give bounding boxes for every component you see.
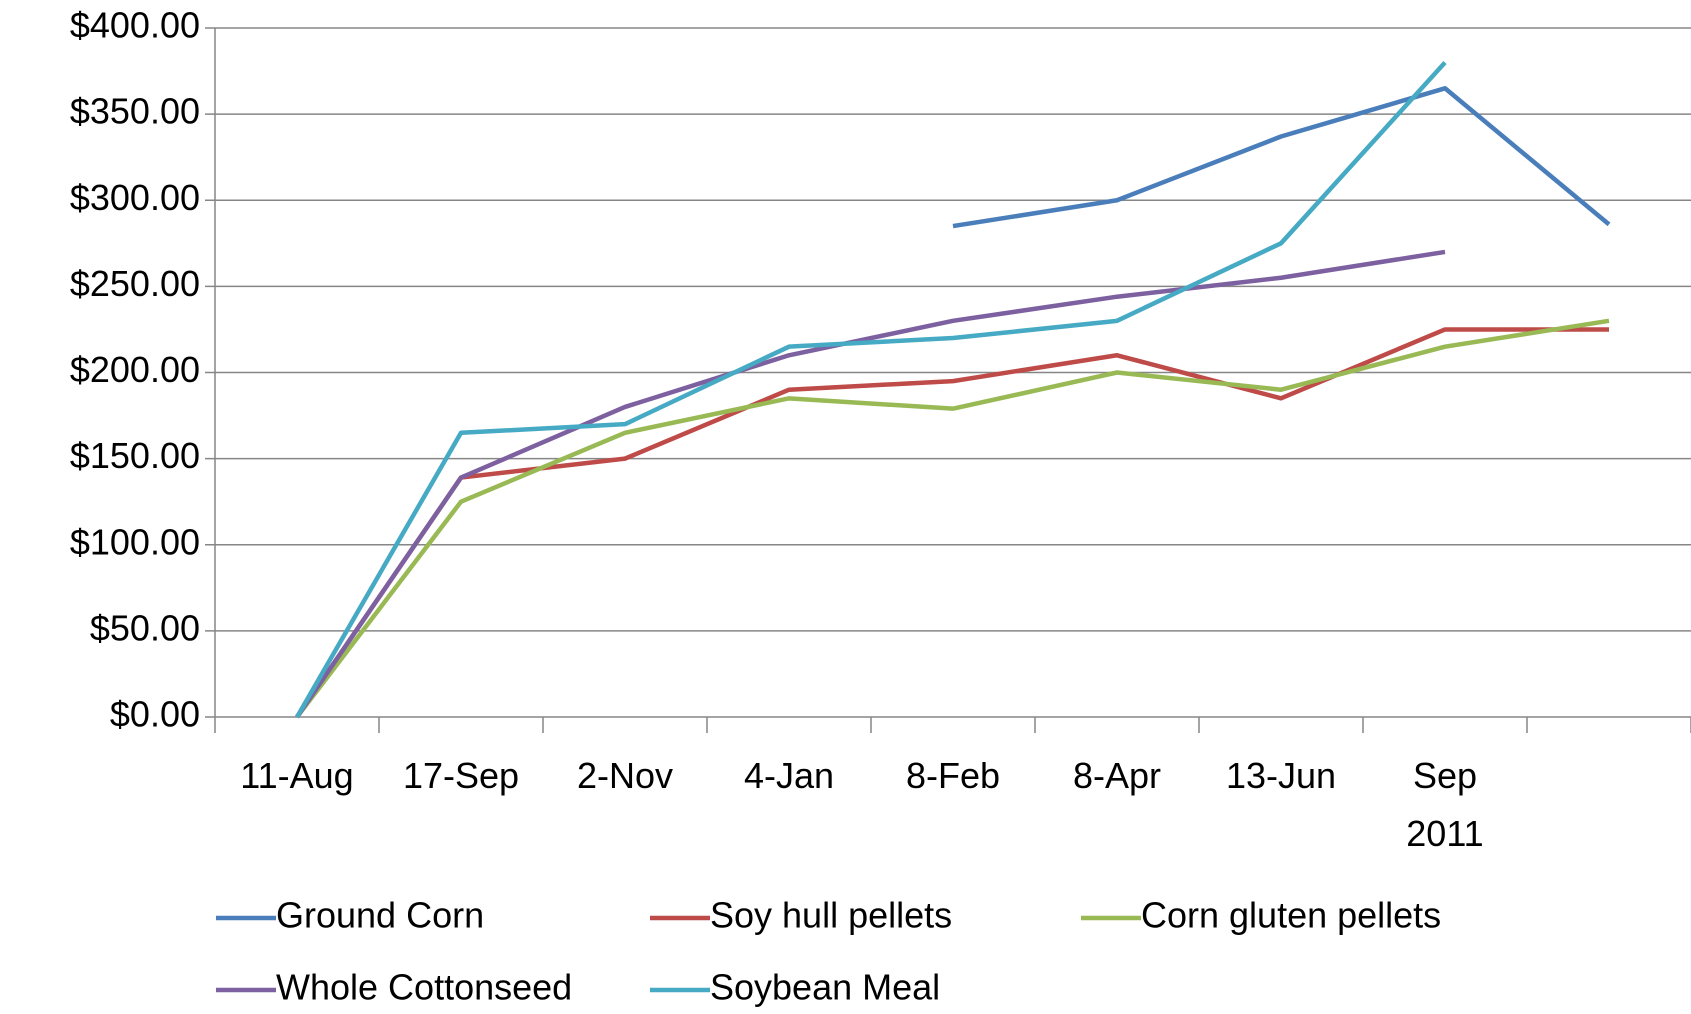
x-tick-label: 2-Nov: [576, 755, 674, 796]
x-tick-label: 8-Feb: [905, 755, 1001, 796]
y-tick-label: $100.00: [70, 521, 200, 562]
x-tick-label: 11-Aug: [240, 755, 354, 796]
series-line: [295, 60, 1447, 719]
legend-label: Corn gluten pellets: [1141, 895, 1441, 936]
legend-label: Whole Cottonseed: [276, 967, 572, 1008]
legend-label: Soybean Meal: [710, 967, 940, 1008]
x-tick-label: Sep 2011: [1406, 755, 1484, 854]
y-tick-label: $200.00: [70, 349, 200, 390]
y-tick-label: $350.00: [70, 91, 200, 132]
y-tick-label: $300.00: [70, 177, 200, 218]
x-tick-label: 8-Apr: [1072, 755, 1162, 796]
legend-label: Ground Corn: [276, 895, 484, 936]
y-tick-label: $0.00: [110, 694, 200, 735]
y-tick-label: $50.00: [90, 607, 200, 648]
series-line: [952, 86, 1611, 229]
series-line: [295, 249, 1446, 719]
series-line: [295, 318, 1610, 719]
y-tick-label: $400.00: [70, 5, 200, 46]
y-tick-label: $150.00: [70, 435, 200, 476]
y-tick-label: $250.00: [70, 263, 200, 304]
x-tick-label: 13-Jun: [1225, 755, 1337, 796]
series-line: [295, 327, 1609, 719]
x-tick-label: 4-Jan: [743, 755, 835, 796]
x-tick-label: 17-Sep: [402, 755, 520, 796]
legend-label: Soy hull pellets: [710, 895, 952, 936]
